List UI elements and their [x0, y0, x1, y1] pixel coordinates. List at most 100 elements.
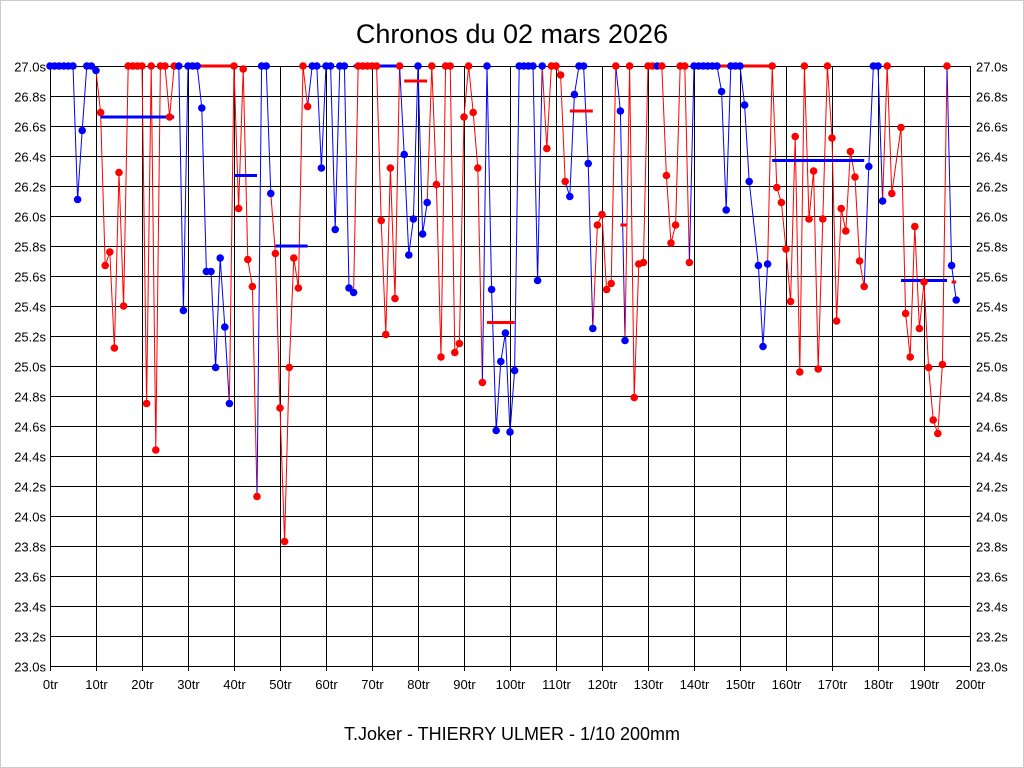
y-tick-label-right: 27.0s [976, 60, 1008, 75]
blue-lap-point [175, 62, 183, 70]
red-lap-point [142, 399, 151, 408]
red-series-line [767, 65, 865, 373]
blue-lap-point [198, 104, 206, 112]
x-tick-label: 110tr [542, 677, 571, 692]
red-lap-point [593, 221, 602, 229]
blue-lap-point [211, 363, 220, 372]
blue-lap-point [759, 342, 767, 351]
blue-lap-point [313, 62, 321, 70]
blue-lap-point [865, 162, 873, 171]
red-lap-point [842, 227, 850, 235]
red-lap-point [152, 446, 160, 454]
red-lap-point [796, 368, 804, 376]
blue-lap-point [262, 62, 271, 70]
x-tick-label: 40tr [223, 677, 246, 692]
blue-lap-point [529, 62, 537, 70]
blue-lap-point [616, 107, 625, 115]
red-lap-point [851, 173, 859, 181]
x-tick-label: 180tr [864, 677, 894, 692]
x-tick-label: 140tr [680, 677, 710, 692]
blue-lap-point [340, 62, 349, 70]
red-lap-point [290, 254, 298, 262]
red-lap-point [253, 492, 261, 501]
red-lap-point [846, 147, 855, 156]
red-lap-point [294, 284, 303, 292]
red-series-line [592, 65, 617, 329]
y-tick-label-left: 23.4s [14, 600, 46, 615]
y-tick-label-right: 25.0s [976, 360, 1008, 375]
x-tick-label: 20tr [131, 677, 154, 692]
y-tick-label-right: 24.8s [976, 390, 1008, 405]
y-axis-right-labels: 23.0s 23.2s 23.4s 23.6s 23.8s 24.0s 24.2s 24.4s… [976, 60, 1008, 675]
red-lap-point [639, 258, 648, 267]
red-lap-point [230, 62, 238, 70]
red-lap-point [911, 222, 919, 231]
red-lap-point [460, 113, 468, 121]
average-lines [100, 64, 957, 324]
red-lap-point [809, 167, 818, 175]
x-tick-label: 200tr [956, 677, 986, 692]
blue-lap-point [717, 87, 726, 96]
red-lap-point [280, 537, 289, 546]
red-lap-point [244, 255, 252, 264]
red-lap-point [474, 164, 482, 172]
y-tick-label-right: 23.4s [976, 600, 1008, 615]
red-lap-point [662, 171, 671, 180]
blue-lap-point [579, 62, 588, 70]
y-tick-label-right: 25.6s [976, 270, 1008, 285]
red-lap-point [239, 65, 247, 73]
blue-lap-point [763, 260, 772, 268]
y-tick-label-left: 26.4s [14, 150, 46, 165]
red-lap-point [607, 279, 615, 288]
x-tick-label: 10tr [85, 677, 108, 692]
red-lap-point [823, 62, 832, 70]
y-tick-label-left: 24.0s [14, 510, 46, 525]
x-tick-label: 160tr [772, 677, 802, 692]
blue-lap-point [349, 288, 358, 297]
y-tick-label-left: 24.4s [14, 450, 46, 465]
y-tick-label-left: 25.8s [14, 240, 46, 255]
y-tick-label-right: 26.6s [976, 120, 1008, 135]
blue-lap-point [331, 225, 340, 234]
red-lap-point [901, 309, 910, 318]
red-lap-point [685, 258, 694, 267]
x-tick-label: 130tr [634, 677, 664, 692]
y-tick-label-left: 23.0s [14, 660, 46, 675]
red-lap-point [791, 132, 799, 141]
blue-lap-point [947, 261, 956, 270]
x-axis-labels: 0tr 10tr 20tr 30tr 40tr 50tr 60tr 70tr 80tr 90tr 1… [43, 677, 986, 692]
y-tick-label-right: 23.8s [976, 540, 1008, 555]
red-lap-point [667, 239, 675, 247]
blue-lap-point [317, 164, 326, 172]
red-lap-point [478, 378, 487, 387]
blue-lap-point [584, 159, 592, 168]
red-lap-point [303, 102, 312, 111]
red-lap-point [110, 344, 119, 352]
red-lap-point [285, 363, 294, 372]
y-tick-label-right: 25.8s [976, 240, 1008, 255]
red-lap-point [101, 261, 109, 270]
red-lap-point [437, 353, 445, 361]
y-tick-label-left: 23.6s [14, 570, 46, 585]
red-lap-point [234, 204, 243, 213]
y-tick-label-right: 26.0s [976, 210, 1008, 225]
blue-lap-point [418, 230, 427, 238]
red-lap-point [805, 215, 813, 223]
x-tick-label: 170tr [818, 677, 848, 692]
blue-lap-point [69, 62, 77, 70]
red-lap-point [671, 221, 680, 229]
red-lap-point [386, 164, 395, 172]
blue-lap-point [207, 267, 215, 276]
y-tick-label-left: 25.6s [14, 270, 46, 285]
red-lap-point [828, 134, 836, 142]
blue-lap-point [736, 62, 744, 70]
y-tick-label-left: 26.6s [14, 120, 46, 135]
y-tick-label-right: 26.4s [976, 150, 1008, 165]
blue-lap-point [501, 329, 510, 337]
red-lap-point [819, 215, 827, 223]
red-lap-point [658, 62, 666, 70]
red-lap-point [377, 216, 386, 225]
y-tick-label-right: 25.2s [976, 330, 1008, 345]
